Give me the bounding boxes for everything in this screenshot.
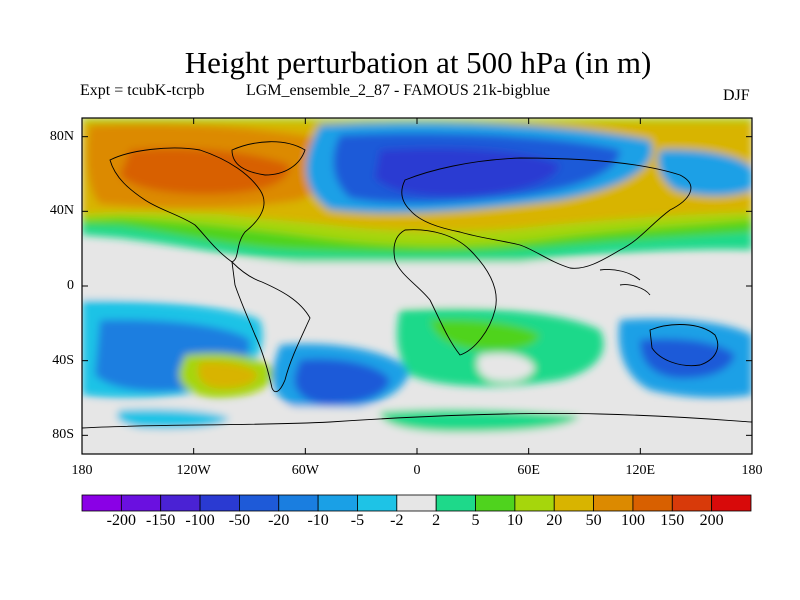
map-title: Height perturbation at 500 hPa (in m) xyxy=(184,45,652,80)
colorbar-swatch xyxy=(160,494,201,512)
colorbar-swatch xyxy=(81,494,122,512)
colorbar-label: -5 xyxy=(350,512,365,529)
colorbar xyxy=(81,494,752,512)
colorbar-label: -20 xyxy=(268,512,290,529)
colorbar-label: -2 xyxy=(390,512,404,529)
colorbar-label: -150 xyxy=(146,512,176,529)
colorbar-swatch xyxy=(711,494,752,512)
colorbar-swatch xyxy=(357,494,398,512)
colorbar-label: -100 xyxy=(185,512,215,529)
colorbar-label: 2 xyxy=(432,512,441,529)
colorbar-swatch xyxy=(120,494,162,512)
colorbar-swatch xyxy=(199,494,240,512)
lat-tick-label: 40S xyxy=(52,352,74,368)
colorbar-label: -200 xyxy=(106,512,137,529)
colorbar-swatch xyxy=(632,494,673,512)
colorbar-swatch xyxy=(671,494,713,512)
lon-tick-label: 120E xyxy=(625,463,656,478)
colorbar-swatch xyxy=(239,494,280,512)
colorbar-swatch xyxy=(396,494,437,512)
colorbar-label: 10 xyxy=(506,512,523,529)
lat-tick-label: 40N xyxy=(49,203,74,219)
colorbar-swatch xyxy=(553,494,594,512)
colorbar-label: 200 xyxy=(699,512,724,529)
height-perturbation-field xyxy=(82,118,752,454)
lon-tick-label: 60W xyxy=(291,463,319,478)
colorbar-swatch xyxy=(514,494,555,512)
lon-tick-label: 60E xyxy=(517,463,540,478)
experiment-label: Expt = tcubK-tcrpb xyxy=(80,82,205,99)
colorbar-label: 20 xyxy=(546,512,563,529)
lon-tick-label: 120W xyxy=(176,463,211,478)
colorbar-swatch xyxy=(475,494,516,512)
colorbar-label: 150 xyxy=(660,512,685,529)
season-label: DJF xyxy=(723,87,750,104)
lon-tick-label: 180 xyxy=(71,463,93,478)
colorbar-swatch xyxy=(317,494,358,512)
coastlines xyxy=(82,141,752,429)
colorbar-label: 5 xyxy=(471,512,480,529)
colorbar-label: -10 xyxy=(307,512,329,529)
colorbar-label: 100 xyxy=(620,512,645,529)
colorbar-swatch xyxy=(593,494,634,512)
lon-tick-label: 180 xyxy=(741,463,763,478)
lat-tick-label: 80S xyxy=(52,427,74,443)
lon-tick-label: 0 xyxy=(413,463,421,478)
lat-tick-label: 80N xyxy=(49,128,74,144)
colorbar-swatch xyxy=(435,494,476,512)
colorbar-label: -50 xyxy=(228,512,251,529)
lat-tick-label: 0 xyxy=(67,278,74,293)
ensemble-label: LGM_ensemble_2_87 - FAMOUS 21k-bigblue xyxy=(246,82,551,99)
colorbar-swatch xyxy=(278,494,319,512)
axis-ticks xyxy=(81,118,753,454)
colorbar-label: 50 xyxy=(585,512,602,529)
